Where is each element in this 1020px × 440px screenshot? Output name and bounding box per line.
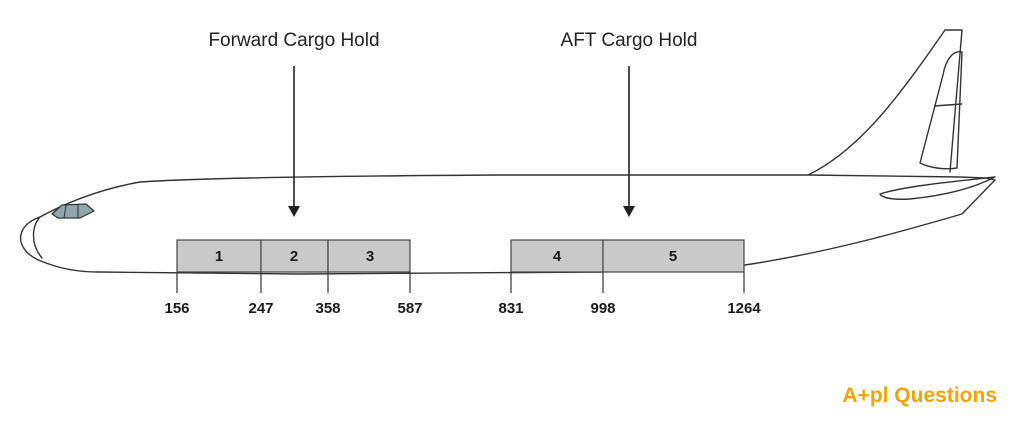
rudder-hinge-line: [933, 103, 963, 107]
compartment-number: 3: [366, 248, 374, 265]
vertical-stabilizer: [807, 29, 963, 176]
station-label: 831: [498, 300, 523, 317]
compartment-number: 1: [215, 248, 223, 265]
cockpit-window-icon: [51, 203, 95, 219]
station-label: 998: [590, 300, 615, 317]
compartment-number: 4: [553, 248, 562, 265]
compartment-2: 2: [260, 239, 329, 273]
rudder: [919, 51, 963, 170]
station-label: 247: [248, 300, 273, 317]
compartment-4: 4: [510, 239, 604, 273]
logo-suffix: pl Questions: [870, 384, 997, 407]
forward-hold-arrowhead: [288, 206, 300, 217]
cockpit-window-divider: [63, 204, 67, 219]
station-label: 156: [164, 300, 189, 317]
nose-cone: [32, 216, 43, 259]
compartment-box: [327, 239, 411, 273]
logo-prefix: A: [842, 384, 857, 407]
compartment-box: [176, 239, 262, 273]
aft-hold-arrowhead: [623, 206, 635, 217]
horizontal-stabilizer: [879, 176, 996, 200]
atpl-questions-logo: A+pl Questions: [842, 384, 997, 407]
compartment-1: 1: [176, 239, 262, 273]
compartment-number: 2: [290, 248, 298, 265]
station-label: 587: [397, 300, 422, 317]
compartment-3: 3: [327, 239, 411, 273]
forward-hold-label: Forward Cargo Hold: [208, 30, 379, 51]
compartment-number: 5: [669, 248, 677, 265]
compartment-5: 5: [602, 239, 745, 273]
station-label: 1264: [727, 300, 761, 317]
station-label: 358: [315, 300, 340, 317]
compartment-box: [602, 239, 745, 273]
logo-plus-glyph: +: [858, 384, 870, 407]
aft-hold-label: AFT Cargo Hold: [561, 30, 698, 51]
fuselage-outline: [19, 174, 996, 275]
